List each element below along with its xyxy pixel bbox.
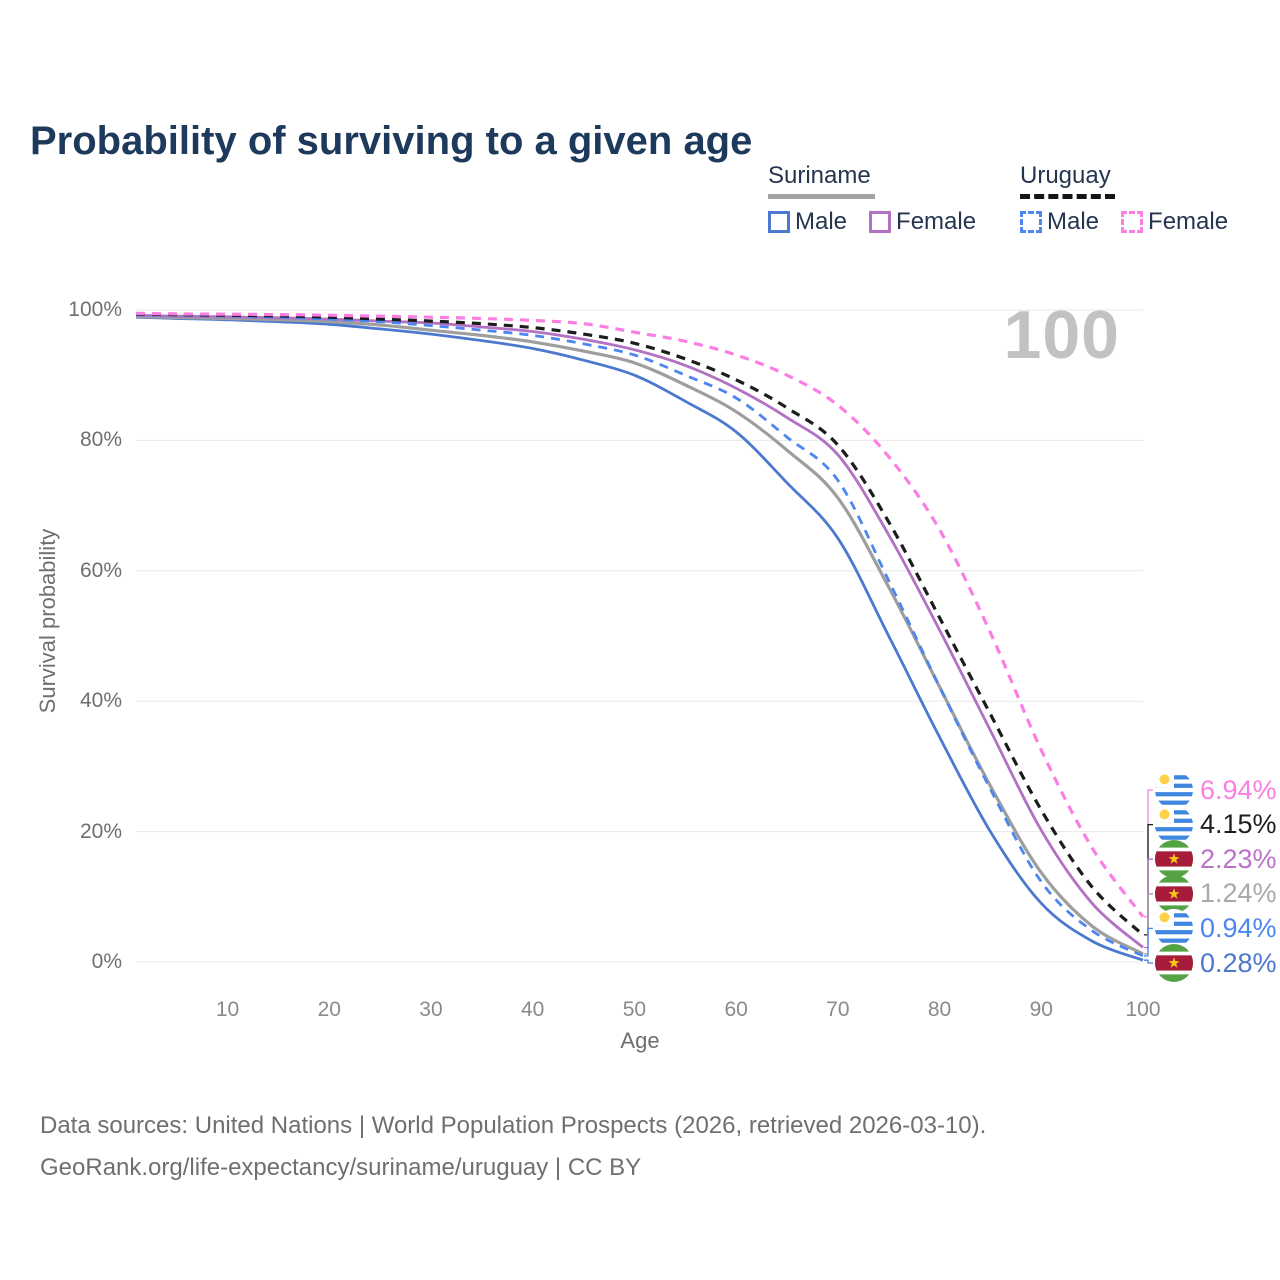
legend-group-title-suriname[interactable]: Suriname (768, 162, 875, 199)
legend-group-suriname: Suriname Male Female (768, 162, 976, 236)
end-label-row: 2.23% (1155, 840, 1277, 879)
legend-item-label: Female (896, 208, 977, 235)
suriname-flag-icon (1155, 840, 1193, 879)
footer-data-sources: Data sources: United Nations | World Pop… (40, 1112, 987, 1139)
suriname-female-swatch-icon (869, 211, 892, 233)
age-watermark: 100 (1003, 297, 1120, 373)
series-line-uruguay (135, 312, 1145, 937)
end-label-row: 1.24% (1155, 874, 1277, 913)
legend-item-suriname-male[interactable]: Male (768, 208, 847, 236)
label-leader-line (1144, 959, 1153, 964)
end-label-value: 1.24% (1200, 878, 1277, 909)
end-label-value: 0.28% (1200, 947, 1277, 978)
series-line-uruguay-female (135, 311, 1145, 918)
uruguay-female-swatch-icon (1121, 211, 1144, 233)
suriname-flag-icon (1155, 944, 1193, 982)
legend-item-suriname-female[interactable]: Female (869, 208, 976, 236)
uruguay-flag-icon (1155, 909, 1193, 948)
series-line-uruguay-male (135, 313, 1144, 958)
end-label-value: 0.94% (1200, 912, 1277, 943)
legend-item-label: Male (1047, 208, 1100, 235)
series-line-suriname-male (135, 315, 1144, 962)
footer: Data sources: United Nations | World Pop… (40, 1105, 986, 1189)
suriname-male-swatch-icon (768, 211, 790, 233)
end-label-row: 6.94% (1155, 771, 1277, 809)
uruguay-flag-icon (1155, 771, 1193, 809)
uruguay-male-swatch-icon (1020, 211, 1042, 233)
uruguay-flag-icon (1155, 805, 1193, 844)
end-label-value: 4.15% (1200, 809, 1277, 840)
page-title: Probability of surviving to a given age (30, 118, 753, 163)
end-label-row: 0.94% (1155, 909, 1277, 948)
legend-item-uruguay-male[interactable]: Male (1020, 208, 1099, 236)
suriname-flag-icon (1155, 874, 1193, 913)
end-label-value: 6.94% (1200, 774, 1277, 805)
legend: Suriname Male Female Uruguay Male Female (0, 162, 1280, 242)
legend-group-uruguay: Uruguay Male Female (1020, 162, 1228, 236)
legend-item-label: Female (1148, 208, 1229, 235)
series-line-suriname-female (135, 313, 1144, 949)
label-leader-line (1144, 927, 1153, 957)
end-label-value: 2.23% (1200, 843, 1277, 874)
end-label-row: 4.15% (1155, 805, 1277, 844)
end-label-row: 0.28% (1155, 944, 1277, 982)
footer-attribution: GeoRank.org/life-expectancy/suriname/uru… (40, 1154, 642, 1181)
label-leader-line (1144, 893, 1153, 955)
legend-item-label: Male (795, 208, 848, 235)
legend-group-title-uruguay[interactable]: Uruguay (1020, 162, 1115, 199)
legend-item-uruguay-female[interactable]: Female (1121, 208, 1228, 236)
